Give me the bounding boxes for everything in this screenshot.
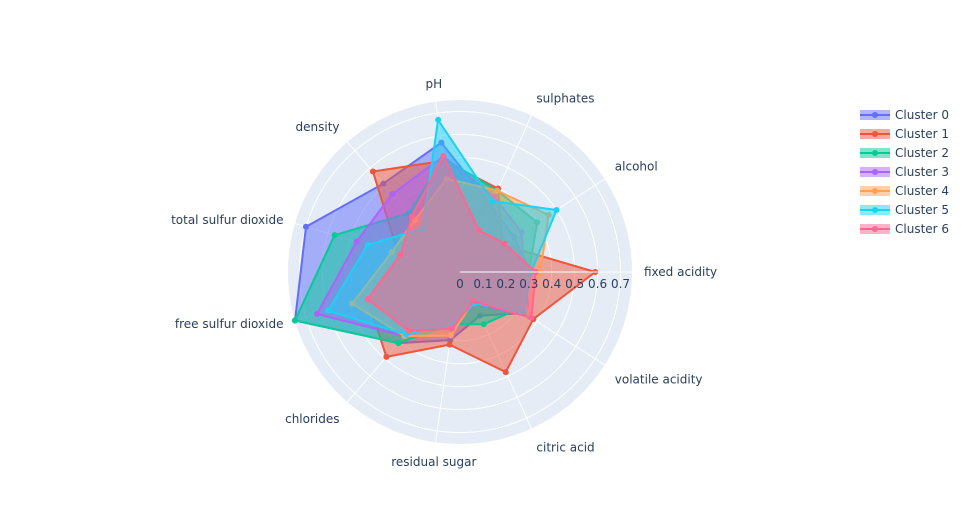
legend-label: Cluster 6 [895,222,949,236]
data-point [528,314,535,321]
legend-label: Cluster 2 [895,146,949,160]
legend-item[interactable]: Cluster 0 [860,108,949,122]
data-point [364,241,371,248]
axis-label: residual sugar [391,455,476,469]
series-layer [291,116,599,376]
data-point [324,307,331,314]
data-point [331,232,338,239]
data-point [470,298,477,305]
legend-item[interactable]: Cluster 3 [860,165,949,179]
data-point [494,187,501,194]
legend-label: Cluster 0 [895,108,949,122]
legend-item[interactable]: Cluster 1 [860,127,949,141]
data-point [447,332,454,339]
axis-label: citric acid [536,440,594,454]
axis-label: total sulfur dioxide [171,213,283,227]
data-point [408,213,415,220]
legend-item[interactable]: Cluster 2 [860,146,949,160]
legend-label: Cluster 5 [895,203,949,217]
legend-label: Cluster 3 [895,165,949,179]
radial-tick-label: 0.7 [611,277,630,291]
data-point [389,191,396,198]
data-point [553,207,560,214]
axis-label: volatile acidity [615,372,703,386]
data-point [501,240,508,247]
axis-label: sulphates [536,92,594,106]
legend-marker [872,150,878,156]
radial-tick-label: 0.3 [519,277,538,291]
legend-item[interactable]: Cluster 4 [860,184,949,198]
data-point [383,353,390,360]
data-point [291,317,298,324]
angular-axis-labels: fixed acidity volatile acidity citric acid… [171,77,717,469]
legend-marker [872,169,878,175]
series-area [366,155,537,332]
legend-marker [872,207,878,213]
radial-tick-label: 0.6 [588,277,607,291]
data-point [448,325,455,332]
legend-item[interactable]: Cluster 6 [860,222,949,236]
data-point [364,296,371,303]
legend[interactable]: Cluster 0 Cluster 1 Cluster 2 Cluster 3 Clus… [860,108,949,236]
legend-marker [872,112,878,118]
data-point [480,321,487,328]
data-point [313,310,320,317]
radial-tick-label: 0.2 [496,277,515,291]
radial-axis: 0 0.1 0.2 0.3 0.4 0.5 0.6 0.7 [456,271,632,291]
axis-label: pH [425,77,442,91]
data-point [397,251,404,258]
data-point [476,227,483,234]
axis-label: free sulfur dioxide [175,317,284,331]
series-cluster-6 [364,153,539,334]
data-point [435,116,442,123]
data-point [446,341,453,348]
axis-label: chlorides [285,412,339,426]
legend-item[interactable]: Cluster 5 [860,203,949,217]
data-point [502,369,509,376]
data-point [395,340,402,347]
radial-tick-label: 0.5 [565,277,584,291]
data-point [489,198,496,205]
radial-tick-label: 0 [456,277,464,291]
data-point [440,153,447,160]
data-point [302,223,309,230]
legend-label: Cluster 4 [895,184,949,198]
legend-marker [872,188,878,194]
data-point [369,168,376,175]
radial-tick-label: 0.1 [473,277,492,291]
legend-marker [872,131,878,137]
radial-tick-label: 0.4 [542,277,561,291]
data-point [405,327,412,334]
axis-label: fixed acidity [644,265,717,279]
data-point [353,238,360,245]
legend-marker [872,226,878,232]
legend-label: Cluster 1 [895,127,949,141]
axis-label: density [296,120,340,134]
axis-label: alcohol [615,160,658,174]
